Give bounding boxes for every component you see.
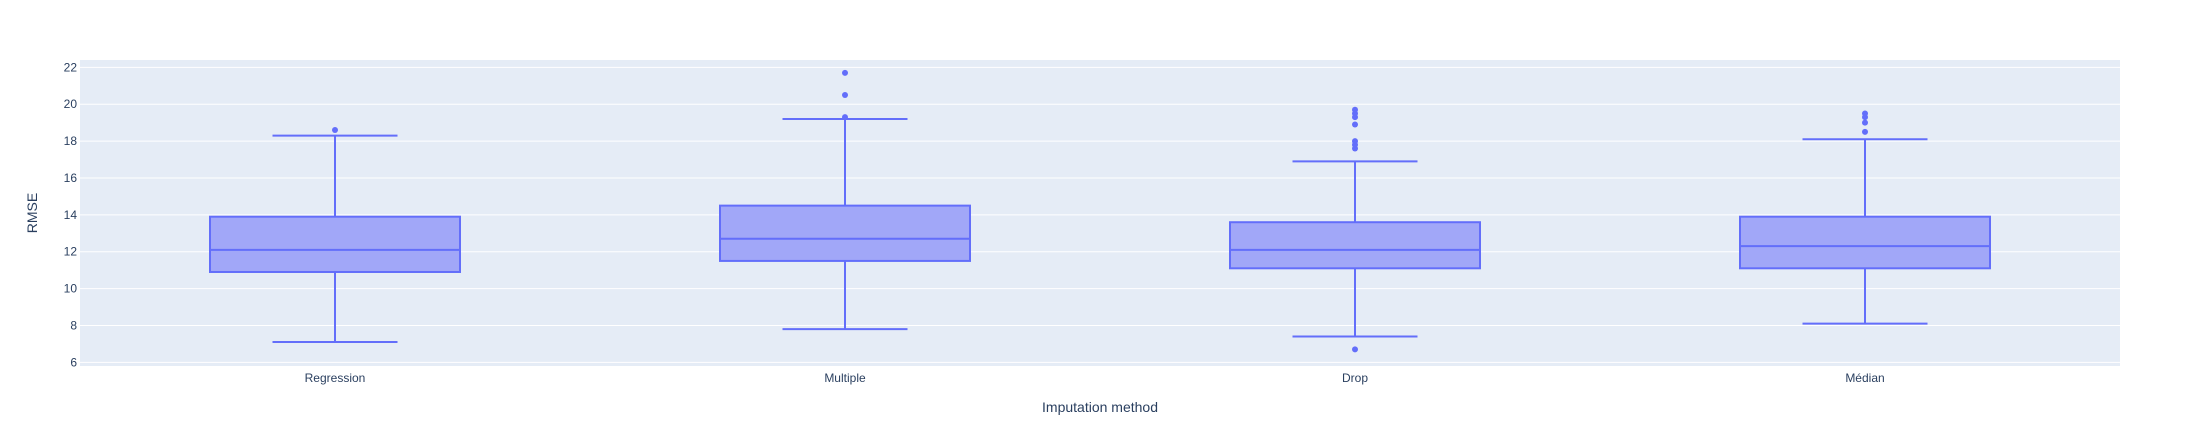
outlier-point xyxy=(842,114,848,121)
outlier-point xyxy=(1352,121,1358,128)
y-tick-label: 6 xyxy=(70,355,77,369)
outlier-point xyxy=(1352,106,1358,113)
x-axis-title: Imputation method xyxy=(1042,399,1158,415)
x-tick-label: Regression xyxy=(305,371,366,385)
x-tick-label: Drop xyxy=(1342,371,1368,385)
y-tick-labels: 6 8 10 12 14 16 18 20 22 xyxy=(64,60,78,369)
x-tick-labels: Regression Multiple Drop Médian xyxy=(305,371,1885,385)
y-axis-title: RMSE xyxy=(24,193,40,233)
plot-background xyxy=(80,60,2120,366)
outlier-point xyxy=(1862,119,1868,126)
outlier-point xyxy=(842,69,848,76)
box-group xyxy=(1739,110,1991,325)
x-tick-label: Multiple xyxy=(824,371,866,385)
y-tick-label: 16 xyxy=(64,171,78,185)
y-tick-label: 10 xyxy=(64,282,78,296)
iqr-box xyxy=(1229,221,1481,270)
box-group xyxy=(209,127,461,344)
y-tick-label: 8 xyxy=(70,318,77,332)
iqr-box xyxy=(209,215,461,273)
outlier-point xyxy=(1352,346,1358,353)
box-group xyxy=(719,69,971,331)
box-series xyxy=(209,69,1991,353)
y-tick-label: 14 xyxy=(64,208,78,222)
x-tick-label: Médian xyxy=(1845,371,1884,385)
y-tick-label: 18 xyxy=(64,134,78,148)
outlier-point xyxy=(1352,138,1358,145)
box-group xyxy=(1229,106,1481,353)
iqr-box xyxy=(1739,215,1991,270)
y-tick-label: 22 xyxy=(64,60,78,74)
outlier-point xyxy=(332,127,338,134)
outlier-point xyxy=(842,92,848,99)
y-tick-label: 12 xyxy=(64,245,78,259)
iqr-box xyxy=(719,204,971,262)
outlier-point xyxy=(1862,128,1868,135)
outlier-point xyxy=(1862,110,1868,117)
y-tick-label: 20 xyxy=(64,97,78,111)
